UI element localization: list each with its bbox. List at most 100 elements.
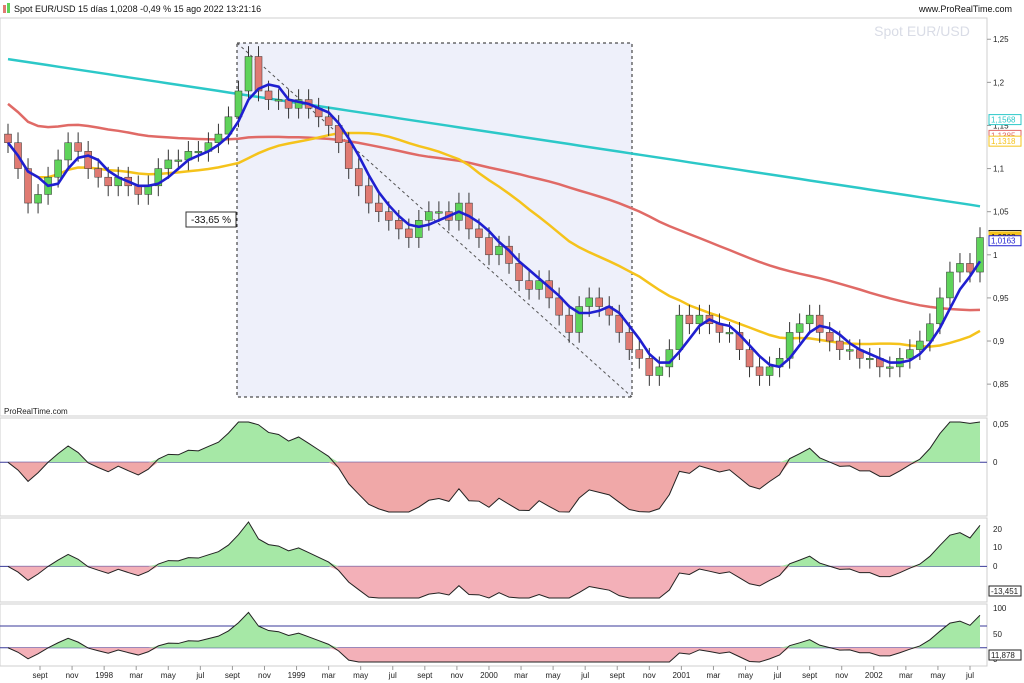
price-tick-label: 0,95: [993, 294, 1009, 303]
time-tick-label: 1999: [288, 671, 306, 680]
candle[interactable]: [525, 270, 533, 300]
price-tick-label: 0,9: [993, 337, 1005, 346]
candle[interactable]: [24, 158, 32, 214]
ma-longest-line[interactable]: [7, 57, 981, 208]
negative-area: [8, 462, 980, 512]
candle[interactable]: [625, 322, 634, 360]
candle[interactable]: [805, 304, 814, 335]
price-panel[interactable]: [0, 17, 988, 417]
candle[interactable]: [435, 201, 443, 223]
candle[interactable]: [64, 132, 72, 171]
ma-long-line[interactable]: [7, 102, 981, 312]
candle[interactable]: [84, 140, 92, 179]
candle[interactable]: [575, 296, 583, 343]
ma-short-line[interactable]: [6, 83, 982, 369]
candle[interactable]: [976, 227, 984, 283]
indicator-tick-label: 100: [993, 604, 1007, 613]
svg-text:1,1318: 1,1318: [991, 137, 1016, 146]
indicator-tick-label: 50: [993, 630, 1002, 639]
candle[interactable]: [565, 304, 573, 343]
candle[interactable]: [765, 356, 774, 386]
positive-area: [8, 422, 980, 463]
time-tick-label: nov: [258, 671, 271, 680]
watermark: Spot EUR/USD: [874, 23, 970, 39]
time-tick-label: jul: [580, 671, 589, 680]
candle[interactable]: [795, 313, 804, 343]
time-tick-label: mar: [322, 671, 336, 680]
price-tick-label: 1,1: [993, 165, 1005, 174]
positive-area: [8, 522, 980, 567]
svg-text:11,878: 11,878: [991, 651, 1015, 660]
indicator-tick-label: 20: [993, 525, 1002, 534]
candle[interactable]: [194, 140, 203, 162]
indicator-panel-1[interactable]: [0, 417, 988, 517]
indicator-tick-label: 0,05: [993, 420, 1009, 429]
candle[interactable]: [254, 46, 263, 102]
time-tick-label: jul: [965, 671, 974, 680]
candle[interactable]: [214, 123, 223, 154]
candle[interactable]: [54, 149, 62, 188]
price-badge: 1,1568: [988, 114, 1022, 126]
time-tick-label: 1998: [95, 671, 113, 680]
candle[interactable]: [956, 253, 964, 283]
candle[interactable]: [815, 304, 824, 343]
oscillator-line[interactable]: [7, 521, 981, 599]
candle[interactable]: [354, 158, 363, 197]
measure-diagonal: [236, 42, 633, 398]
candle[interactable]: [695, 304, 704, 335]
candle[interactable]: [535, 270, 543, 300]
candle[interactable]: [415, 209, 423, 248]
price-tick-label: 1,15: [993, 121, 1009, 130]
brand-link[interactable]: www.ProRealTime.com: [918, 4, 1012, 14]
candle[interactable]: [485, 227, 493, 266]
svg-text:1,1568: 1,1568: [991, 116, 1016, 125]
candle[interactable]: [174, 149, 183, 171]
candle[interactable]: [294, 89, 303, 119]
time-tick-label: may: [546, 671, 561, 680]
time-tick-label: nov: [835, 671, 848, 680]
svg-text:1,0163: 1,0163: [991, 237, 1016, 246]
time-tick-label: mar: [129, 671, 143, 680]
candle[interactable]: [34, 184, 42, 214]
indicator-panel-2[interactable]: [0, 517, 988, 603]
candle[interactable]: [274, 89, 283, 110]
candle[interactable]: [635, 339, 644, 369]
candle[interactable]: [755, 356, 764, 386]
candle[interactable]: [164, 149, 173, 179]
candle[interactable]: [244, 46, 253, 102]
candle[interactable]: [685, 304, 694, 335]
candle[interactable]: [154, 158, 163, 197]
price-tick-label: 1,05: [993, 208, 1009, 217]
price-tick-label: 1: [993, 251, 998, 260]
time-tick-label: nov: [450, 671, 463, 680]
time-tick-label: jul: [773, 671, 782, 680]
indicator-tick-label: 0: [993, 562, 998, 571]
candle[interactable]: [615, 304, 624, 343]
time-tick-label: may: [353, 671, 368, 680]
time-tick-label: jul: [388, 671, 397, 680]
indicator-panel-3[interactable]: [0, 603, 988, 667]
oscillator-line[interactable]: [7, 611, 981, 663]
time-tick-label: sept: [417, 671, 433, 680]
candle[interactable]: [555, 287, 563, 326]
footer-brand: ProRealTime.com: [4, 407, 68, 416]
oscillator-line[interactable]: [7, 421, 981, 513]
candle[interactable]: [946, 261, 954, 309]
candle[interactable]: [735, 322, 744, 360]
negative-area: [8, 566, 980, 598]
time-tick-label: sept: [802, 671, 818, 680]
indicator-badge: 11,878: [988, 649, 1022, 661]
candle[interactable]: [364, 175, 373, 214]
ma-mid-line[interactable]: [7, 131, 981, 348]
candle[interactable]: [375, 192, 383, 223]
price-tick-label: 1,2: [993, 78, 1005, 87]
time-tick-label: 2002: [865, 671, 883, 680]
time-tick-label: may: [738, 671, 753, 680]
time-tick-label: may: [930, 671, 945, 680]
candle[interactable]: [94, 158, 102, 188]
candle[interactable]: [866, 347, 874, 369]
candle[interactable]: [906, 339, 914, 369]
price-badge: 1,0163: [988, 235, 1022, 247]
candle[interactable]: [886, 356, 894, 378]
